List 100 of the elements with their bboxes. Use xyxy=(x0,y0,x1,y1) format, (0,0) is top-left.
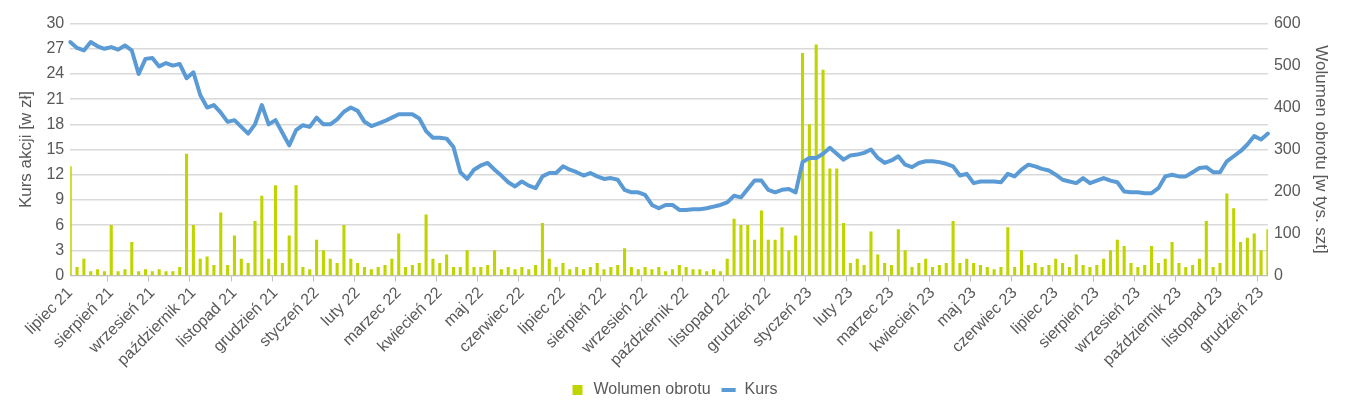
bar xyxy=(1006,227,1010,276)
bar xyxy=(1081,264,1085,276)
bar xyxy=(883,262,887,276)
bar xyxy=(602,269,606,276)
bar xyxy=(1115,239,1119,276)
bar xyxy=(479,267,483,276)
bar xyxy=(1191,264,1195,276)
bar xyxy=(1163,258,1167,276)
y2-axis-title: Wolumen obrotu [w tys. szt] xyxy=(1312,45,1332,254)
bar xyxy=(191,225,195,276)
bar xyxy=(1074,254,1078,276)
bar xyxy=(1019,250,1024,276)
bar xyxy=(335,262,339,276)
bar xyxy=(1197,258,1201,276)
bar xyxy=(698,269,702,276)
bar xyxy=(1211,267,1215,276)
bar xyxy=(876,254,880,276)
bar xyxy=(431,258,435,276)
bar xyxy=(732,218,736,276)
bar xyxy=(109,225,113,276)
bar xyxy=(951,220,955,276)
bar xyxy=(766,239,770,276)
bar xyxy=(609,267,613,276)
bar xyxy=(1156,262,1160,276)
bar xyxy=(800,52,805,276)
bar xyxy=(821,69,825,276)
bar xyxy=(1225,193,1229,276)
bar xyxy=(575,267,579,276)
bar xyxy=(684,267,688,276)
bar xyxy=(616,264,620,276)
bar xyxy=(889,264,894,276)
bar xyxy=(362,267,367,276)
bar xyxy=(116,271,120,276)
bar xyxy=(219,212,223,276)
y-tick-label: 21 xyxy=(46,89,65,107)
bar xyxy=(1170,241,1174,276)
bar xyxy=(328,258,332,276)
y2-tick-label: 500 xyxy=(1273,55,1301,73)
bar xyxy=(547,258,551,276)
bar xyxy=(1047,264,1051,276)
bar xyxy=(212,264,216,276)
bar xyxy=(123,269,127,276)
bar xyxy=(157,269,161,276)
bar xyxy=(315,239,319,276)
y2-tick-label: 400 xyxy=(1273,97,1301,115)
bar xyxy=(924,258,928,276)
bar xyxy=(376,267,380,276)
bar xyxy=(759,210,763,276)
bar xyxy=(1013,267,1017,276)
bar xyxy=(855,258,859,276)
bar xyxy=(232,235,236,276)
bar xyxy=(342,225,346,276)
y2-tick-label: 600 xyxy=(1273,14,1301,32)
bar xyxy=(1067,267,1071,276)
bar xyxy=(171,271,175,276)
bar xyxy=(931,267,935,276)
bar xyxy=(992,269,996,276)
bar xyxy=(1033,262,1037,276)
bar xyxy=(712,269,716,276)
bar xyxy=(458,267,462,276)
bar xyxy=(397,233,401,276)
bar xyxy=(869,231,873,276)
bar xyxy=(746,225,750,276)
bar xyxy=(1150,246,1154,276)
bar xyxy=(780,227,784,276)
legend-label: Wolumen obrotu xyxy=(593,380,711,398)
bar xyxy=(143,269,148,276)
bar xyxy=(445,254,449,276)
bar xyxy=(390,258,394,276)
bar xyxy=(794,235,798,276)
bar xyxy=(75,267,79,276)
bar xyxy=(226,264,230,276)
bar xyxy=(349,258,353,276)
bar xyxy=(1184,267,1188,276)
bar xyxy=(513,269,517,276)
bar xyxy=(1054,258,1058,276)
bar xyxy=(835,168,839,276)
bar xyxy=(623,248,627,276)
y-tick-label: 27 xyxy=(46,39,65,57)
y2-tick-label: 300 xyxy=(1273,139,1301,157)
y-tick-label: 18 xyxy=(46,114,65,132)
legend-label: Kurs xyxy=(744,380,778,398)
bar xyxy=(287,235,291,276)
bar xyxy=(198,258,202,276)
bar xyxy=(424,214,428,276)
y-tick-label: 12 xyxy=(46,165,65,183)
bar xyxy=(280,262,284,276)
bar xyxy=(828,168,832,276)
bar xyxy=(848,262,852,276)
bar xyxy=(273,185,278,276)
bar xyxy=(972,262,976,276)
bar xyxy=(1088,267,1092,276)
bar xyxy=(308,269,312,276)
bar xyxy=(670,269,675,276)
bar xyxy=(164,271,168,276)
y2-tick-label: 200 xyxy=(1273,181,1301,199)
bar xyxy=(451,267,455,276)
bar xyxy=(534,264,538,276)
bar xyxy=(1238,241,1243,276)
bar xyxy=(568,269,572,276)
